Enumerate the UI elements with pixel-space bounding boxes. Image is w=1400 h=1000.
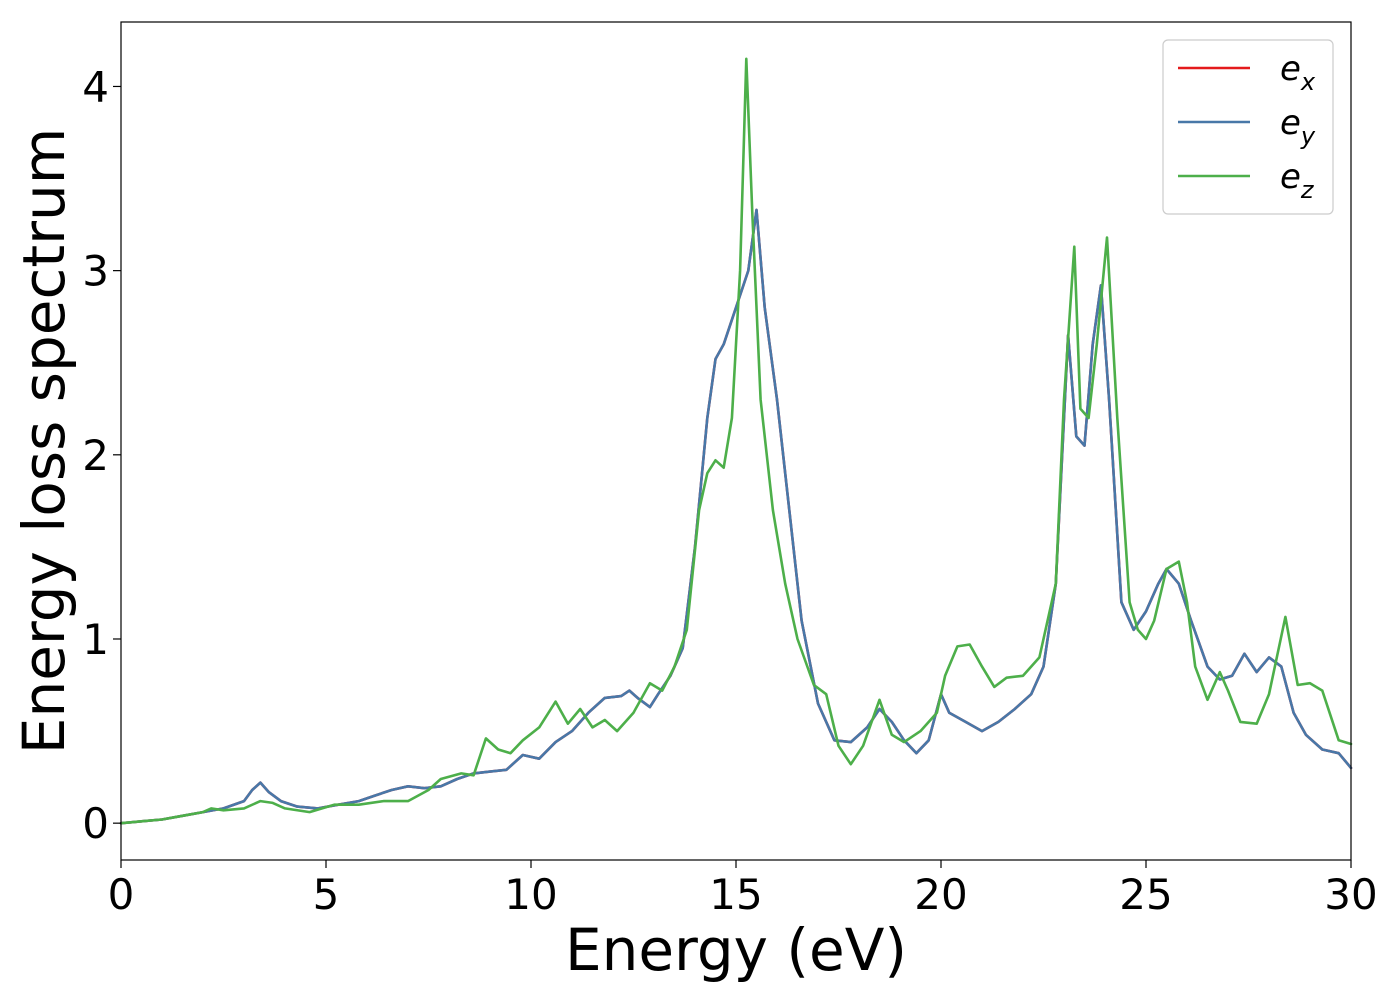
legend-label-subscript: y: [1300, 122, 1316, 150]
legend-label-y: ey: [1280, 103, 1316, 150]
y-tick-label: 2: [82, 431, 109, 480]
x-tick-label: 0: [108, 870, 135, 919]
y-tick-label: 3: [82, 247, 109, 296]
legend-label-subscript: z: [1300, 176, 1315, 204]
x-tick-label: 10: [504, 870, 557, 919]
legend-label-base: e: [1280, 49, 1301, 89]
legend-label-z: ez: [1280, 157, 1315, 204]
y-tick-label: 4: [82, 62, 109, 111]
x-tick-label: 25: [1119, 870, 1172, 919]
legend-label-subscript: x: [1300, 68, 1316, 96]
legend-box: [1162, 39, 1334, 215]
x-tick-label: 30: [1324, 870, 1377, 919]
series-line-y: [119, 208, 1353, 825]
x-axis-title: Energy (eV): [565, 916, 907, 984]
y-axis-ticks: 0 1 2 3 4: [82, 62, 121, 848]
y-tick-label: 1: [82, 615, 109, 664]
legend-label-x: ex: [1280, 49, 1316, 96]
x-axis-ticks: 0 5 10 15 20 25 30: [108, 860, 1378, 919]
legend-label-base: e: [1280, 103, 1301, 143]
x-tick-label: 20: [914, 870, 967, 919]
x-tick-label: 15: [709, 870, 762, 919]
series-layer: [119, 57, 1353, 825]
y-tick-label: 0: [82, 799, 109, 848]
x-tick-label: 5: [313, 870, 340, 919]
legend-label-base: e: [1280, 157, 1301, 197]
y-axis-title: Energy loss spectrum: [10, 128, 78, 754]
series-line-z: [119, 57, 1353, 825]
